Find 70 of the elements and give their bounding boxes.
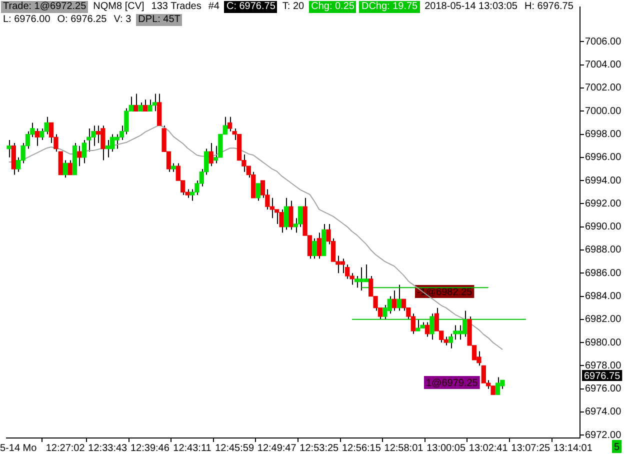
y-tick-label: 6972.00 [585,430,622,441]
x-tick-label: 12:33:43 [88,442,128,454]
candlestick [68,160,72,176]
annotation: L: 6976.00 [2,14,52,26]
annotation: T: 20 [281,1,306,13]
candlestick [157,93,162,126]
y-tick-label: 7006.00 [585,36,622,48]
annotation: #4 [207,1,220,13]
annotation: DChg: 19.75 [359,1,420,13]
x-tick-label: 12:56:15 [342,442,382,454]
candlestick [256,182,260,202]
y-tick-label: 6996.00 [585,152,622,164]
y-tick-label: 6998.00 [585,129,622,140]
x-tick-label: 12:43:11 [173,442,212,454]
candlestick [208,142,214,167]
candlestick [134,93,138,112]
y-tick-label: 6986.00 [585,268,622,279]
x-tick-label: 12:58:01 [384,442,424,454]
x-tick-label: 13:02:41 [468,442,508,454]
candlestick [312,238,317,260]
text: 6976.75 [584,370,621,382]
annotation: C: 6976.75 [224,1,278,13]
annotation: V: 3 [112,14,132,26]
annotation: Trade: 1@6972.25 [1,1,88,13]
y-tick-label: 7002.00 [585,82,622,94]
candlestick [424,322,430,338]
annotation: NQM8 [CV] [92,1,146,13]
x-tick-label: 12:53:25 [300,442,340,454]
annotation: 1@6979.25 [426,378,478,389]
candlestick [448,333,454,349]
annotation: 133 Trades [150,1,202,13]
candlestick [284,197,289,230]
annotation: 2018-05-14 13:03:05 [424,1,518,13]
candlestick [288,200,294,230]
candlestick [34,128,40,146]
candlestick [77,145,82,167]
x-tick-label: 12:39:46 [130,442,170,454]
candlestick [396,284,402,312]
text: 5 [614,442,620,453]
candlestick [58,151,63,176]
y-tick-label: 6984.00 [585,291,622,302]
x-tick-label: 13:14:01 [553,442,593,454]
y-tick-label: 6988.00 [585,244,622,256]
x-tick-label: 13:00:05 [426,442,466,454]
annotation: H: 6976.75 [523,1,574,13]
x-tick-label: 12:49:47 [257,442,297,454]
candlestick [316,232,322,260]
candlestick [11,142,16,176]
candlestick [63,160,68,178]
y-tick-label: 6994.00 [585,175,622,186]
y-tick-label: 6990.00 [585,222,622,233]
y-tick-label: 6976.00 [585,384,622,395]
annotation: DPL: 45T [136,14,182,26]
x-tick-label: 13:07:25 [511,442,551,454]
candlestick [6,140,12,158]
x-tick-label: 5-14 Mo [0,442,38,454]
y-tick-label: 7004.00 [585,60,622,71]
y-tick-label: 6974.00 [585,406,622,418]
x-tick-label: 12:27:02 [46,442,86,454]
y-tick-label: 6978.00 [585,360,622,372]
x-tick-label: 12:45:59 [215,442,254,454]
y-tick-label: 6980.00 [585,337,622,348]
annotation: O: 6976.25 [56,14,108,26]
y-tick-label: 6992.00 [585,198,622,210]
annotation: Chg: 0.25 [309,1,356,13]
y-tick-label: 7000.00 [585,106,622,117]
candlestick [142,99,148,112]
y-tick-label: 6982.00 [585,314,622,326]
candlestick [392,290,397,312]
candlestick [430,313,434,340]
